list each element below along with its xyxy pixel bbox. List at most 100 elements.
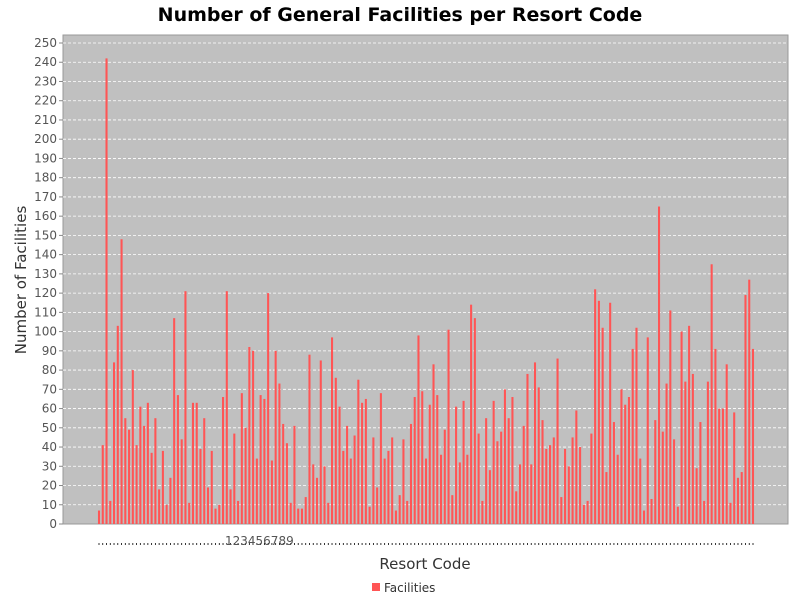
- bar: [131, 370, 134, 524]
- bar: [567, 466, 570, 524]
- bar: [654, 420, 657, 524]
- bar: [466, 454, 469, 524]
- y-tick-label: 0: [49, 517, 57, 531]
- bar: [646, 337, 649, 524]
- bar: [97, 510, 101, 524]
- bar: [515, 491, 518, 524]
- bar: [500, 431, 503, 524]
- bar: [612, 422, 615, 524]
- bar: [691, 373, 694, 524]
- bar: [225, 291, 228, 524]
- bar: [703, 500, 706, 524]
- y-axis: 0 10 20 30 40 50 60 70 80 90 100 110 120 130 140 150 160…: [34, 36, 63, 531]
- bar: [721, 408, 724, 524]
- bar: [270, 460, 273, 524]
- y-tick-label: 230: [34, 74, 57, 88]
- bar: [169, 477, 172, 524]
- bar: [195, 402, 198, 524]
- bar: [282, 423, 285, 524]
- y-tick-label: 130: [34, 267, 57, 281]
- bar: [255, 458, 258, 524]
- bar: [319, 360, 322, 524]
- bar: [496, 441, 499, 524]
- y-tick-label: 150: [34, 228, 57, 242]
- bar: [729, 502, 732, 524]
- bar: [650, 498, 653, 524]
- bar: [394, 510, 397, 524]
- bar: [124, 418, 127, 524]
- bar: [368, 506, 371, 524]
- bar: [387, 450, 390, 524]
- bar: [473, 318, 476, 524]
- bar: [481, 500, 484, 524]
- y-tick-label: 70: [42, 382, 57, 396]
- bar: [323, 466, 326, 524]
- bar: [402, 439, 405, 524]
- bar: [417, 335, 420, 524]
- plot-area: [62, 34, 789, 525]
- bar: [511, 397, 514, 524]
- y-tick-label: 160: [34, 209, 57, 223]
- bar: [214, 508, 217, 524]
- bar: [443, 429, 446, 524]
- bar: [312, 464, 315, 524]
- y-tick-label: 100: [34, 325, 57, 339]
- bar: [744, 295, 747, 524]
- bar: [218, 504, 221, 524]
- bar: [135, 445, 138, 524]
- bar: [582, 504, 585, 524]
- bar: [143, 425, 146, 524]
- bar: [391, 437, 394, 524]
- bar: [537, 387, 540, 524]
- bar: [631, 348, 634, 524]
- bar: [233, 433, 236, 524]
- bar: [616, 454, 619, 524]
- bar: [552, 437, 555, 524]
- y-axis-label: Number of Facilities: [12, 206, 30, 355]
- bar: [462, 400, 465, 524]
- y-tick-label: 20: [42, 479, 57, 493]
- bar: [688, 325, 691, 524]
- bar: [477, 433, 480, 524]
- y-tick-label: 120: [34, 286, 57, 300]
- bar: [293, 425, 296, 524]
- bar: [699, 422, 702, 524]
- bar: [184, 291, 187, 524]
- bar: [740, 472, 743, 524]
- bar: [605, 472, 608, 524]
- bar: [158, 489, 161, 524]
- bar: [263, 398, 266, 524]
- legend: Facilities: [372, 581, 435, 595]
- bar: [413, 397, 416, 524]
- bar: [199, 448, 202, 524]
- bar: [594, 289, 597, 524]
- bar: [661, 431, 664, 524]
- bar: [128, 429, 131, 524]
- bar: [545, 448, 548, 524]
- bar: [109, 500, 112, 524]
- bar: [315, 477, 319, 524]
- bar: [706, 381, 709, 524]
- bar: [620, 389, 623, 524]
- bar: [522, 425, 525, 524]
- bar: [455, 406, 458, 524]
- bar: [485, 418, 488, 524]
- bar: [383, 458, 386, 524]
- bar: [248, 346, 251, 524]
- bar: [191, 402, 194, 524]
- bar: [680, 331, 683, 524]
- y-tick-label: 60: [42, 402, 57, 416]
- y-tick-label: 110: [34, 305, 57, 319]
- bar: [695, 468, 698, 524]
- bar: [297, 508, 300, 524]
- bar: [210, 450, 213, 524]
- bar: [590, 433, 593, 524]
- bar: [244, 427, 247, 524]
- bar: [165, 504, 168, 524]
- legend-label: Facilities: [384, 581, 435, 595]
- bar: [488, 470, 491, 524]
- y-tick-label: 250: [34, 36, 57, 50]
- bar: [398, 495, 401, 524]
- bar: [327, 502, 330, 524]
